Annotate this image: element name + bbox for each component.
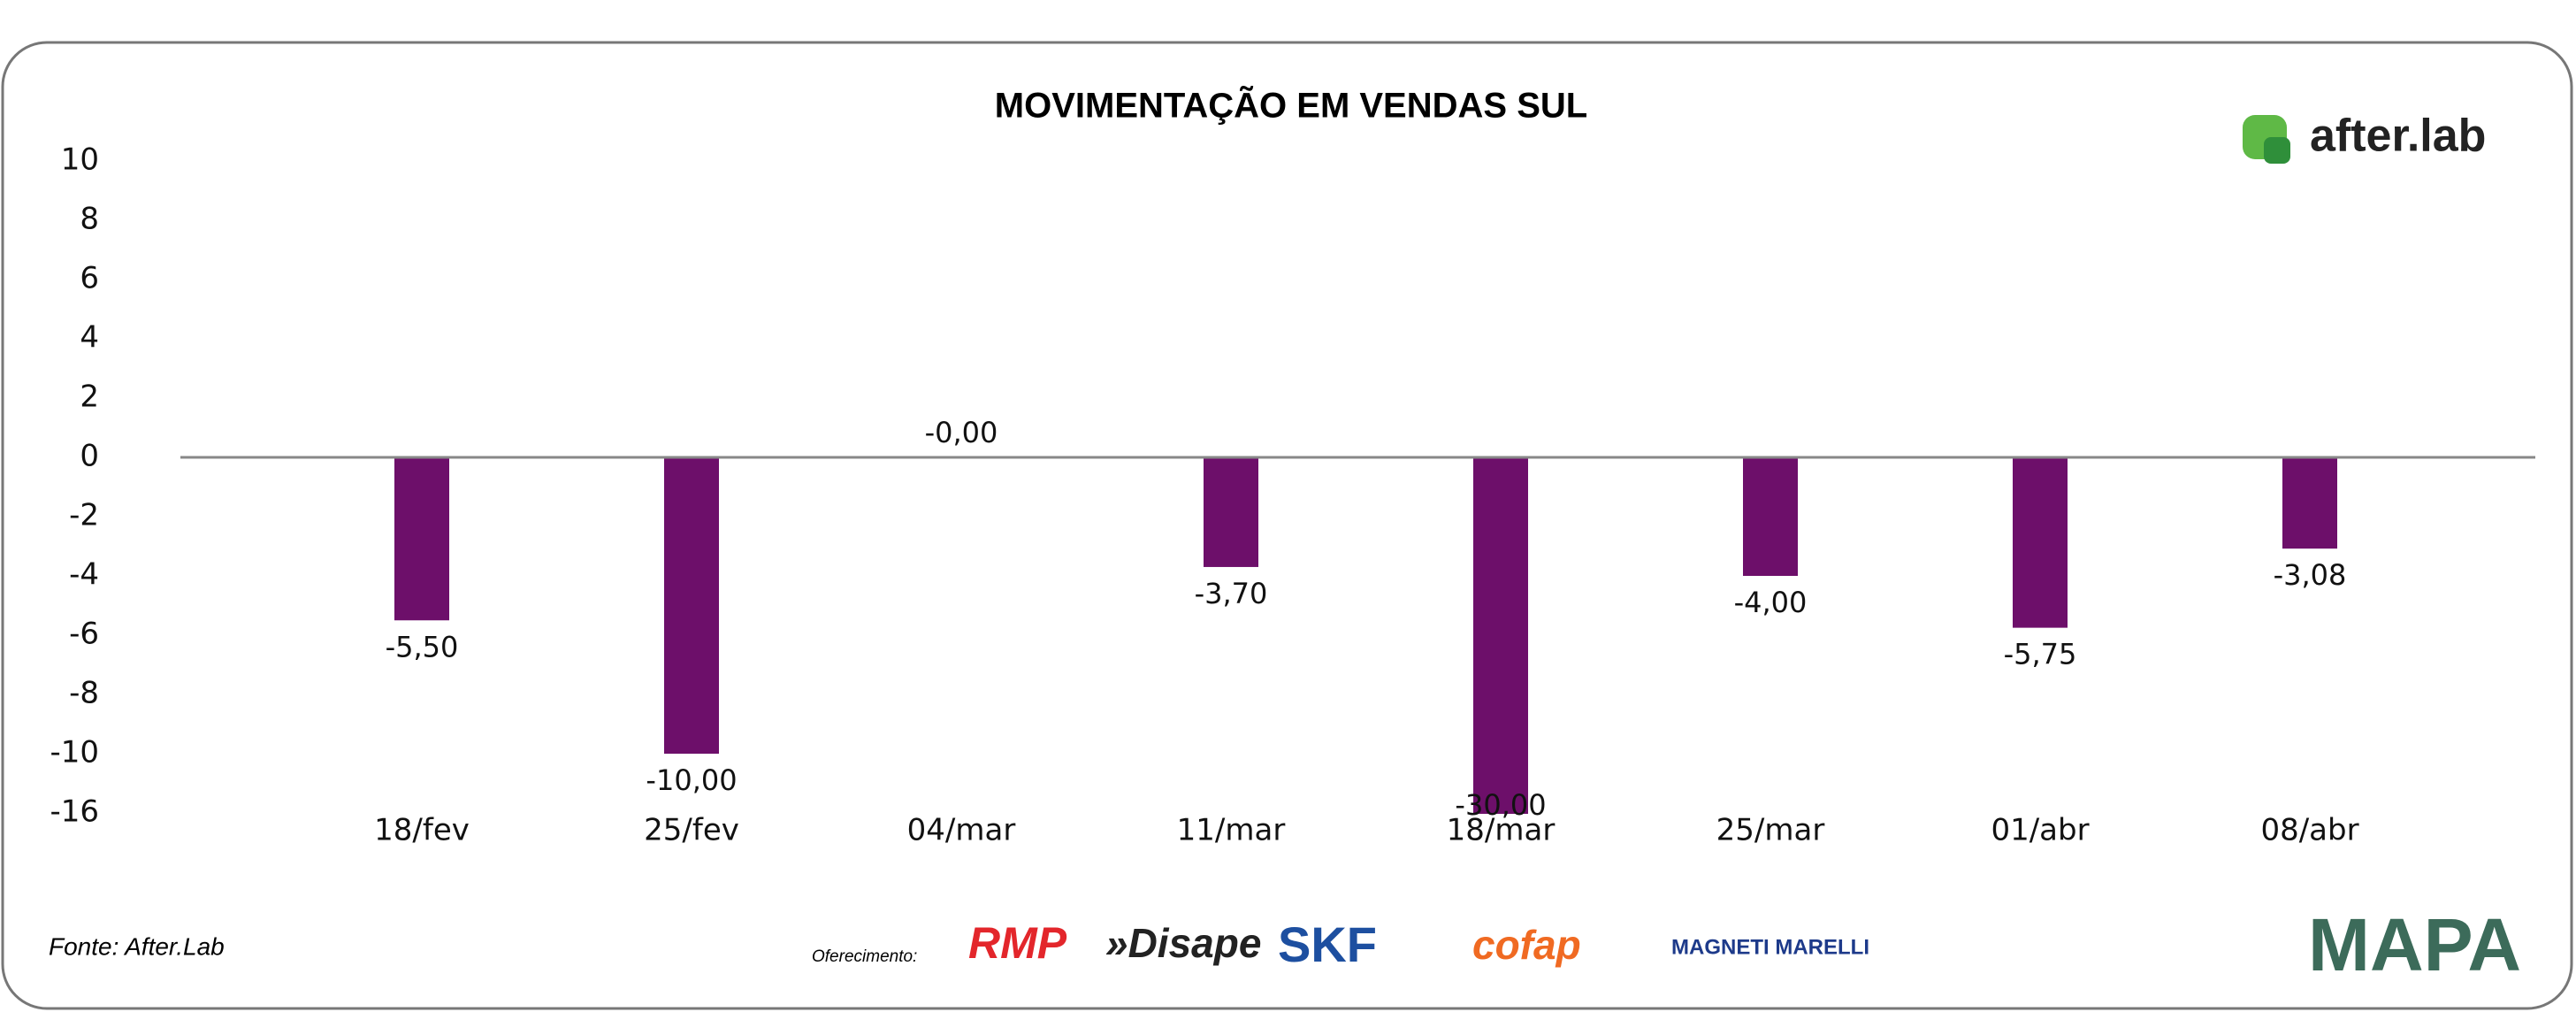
brand-icon [2264,137,2290,164]
bar [1743,457,1798,576]
y-tick-label: 6 [80,261,99,296]
y-tick-label: -8 [69,676,99,711]
value-label: -3,70 [1195,577,1268,610]
y-tick-label: 2 [80,380,99,415]
bar [394,457,449,621]
y-tick-label: 8 [80,202,99,237]
x-tick-label: 11/mar [1177,813,1286,848]
y-tick-label: 10 [61,142,99,178]
value-label: -5,75 [2004,638,2077,671]
bar [664,457,719,754]
y-tick-label: -16 [50,794,99,830]
value-label: -30,00 [1455,788,1546,822]
brand-logo: after.lab [2243,111,2486,164]
value-label: -4,00 [1734,586,1808,619]
x-tick-label: 08/abr [2260,813,2358,848]
source: Fonte: After.Lab [49,932,225,960]
x-tick-label: 01/abr [1991,813,2089,848]
bars [394,457,2337,814]
x-tick-label: 25/fev [644,813,739,848]
bar [1204,457,1258,567]
bar [1473,457,1528,814]
value-label: -0,00 [925,416,998,449]
x-tick-label: 04/mar [907,813,1016,848]
bar [2282,457,2337,549]
y-tick-label: 4 [80,320,99,356]
y-tick-label: -4 [69,557,99,593]
y-tick-label: -2 [69,498,99,533]
frame [1,41,2573,1010]
value-label: -10,00 [646,763,737,797]
value-label: -5,50 [386,630,459,663]
value-label: -3,08 [2274,558,2347,592]
sponsor-logo: SKF [1278,916,1377,972]
footer-logo: MAPA [2308,903,2521,986]
x-tick-label: 18/fev [374,813,470,848]
sponsor-logo: MAGNETI MARELLI [1671,935,1869,959]
y-tick-label: -6 [69,617,99,652]
brand-name: after.lab [2310,111,2486,162]
bar [2013,457,2068,628]
y-tick-label: 0 [80,439,99,474]
sponsor-logo: »Disape [1105,920,1261,966]
sponsor-logo: RMP [968,918,1067,968]
x-tick-label: 25/mar [1716,813,1825,848]
sponsor-label: Oferecimento: [812,947,917,966]
y-tick-label: -10 [50,735,99,770]
chart-title: MOVIMENTAÇÃO EM VENDAS SUL [995,85,1587,126]
x-tick-label: 18/mar [1447,813,1556,848]
sponsor-logo: cofap [1472,922,1581,968]
